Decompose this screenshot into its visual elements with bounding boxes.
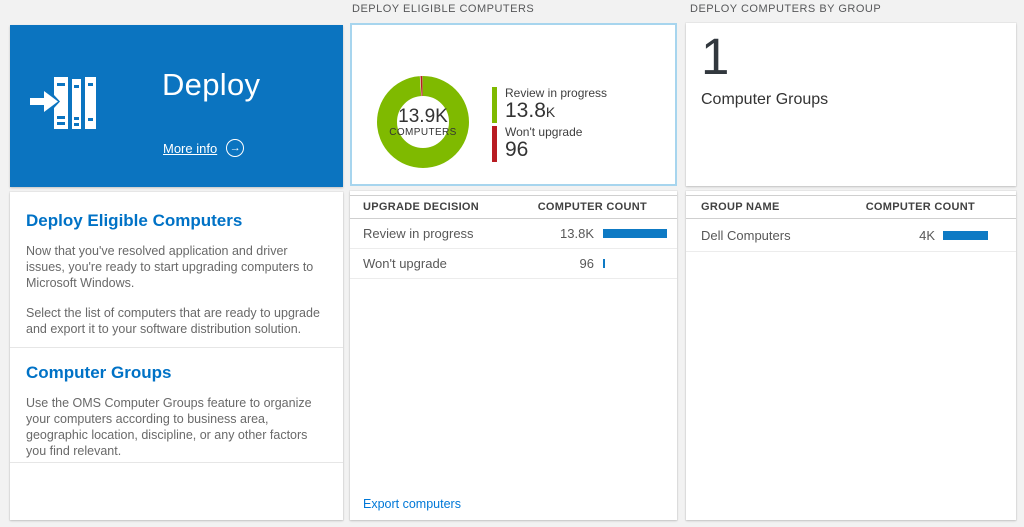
column-group-name: GROUP NAME (701, 201, 780, 213)
table-row-review-in-progress[interactable]: Review in progress 13.8K (350, 219, 677, 249)
legend-label: Won't upgrade (505, 125, 583, 139)
eligible-column-header: DEPLOY ELIGIBLE COMPUTERS (352, 3, 535, 15)
eligible-computers-card[interactable]: 13.9K COMPUTERS Review in progress 13.8K… (350, 23, 677, 186)
legend-swatch-green-icon (492, 87, 497, 123)
upgrade-decision-table-header: UPGRADE DECISION COMPUTER COUNT (350, 195, 677, 219)
computer-groups-card[interactable]: 1 Computer Groups (686, 23, 1016, 186)
groups-count-value: 1 (701, 28, 730, 85)
deploy-books-arrow-icon (28, 74, 102, 137)
row-label: Won't upgrade (363, 256, 447, 271)
eligible-paragraph-2: Select the list of computers that are re… (26, 306, 320, 336)
column-computer-count: COMPUTER COUNT (537, 201, 647, 213)
column-computer-count: COMPUTER COUNT (865, 201, 975, 213)
more-info-link[interactable]: More info (163, 140, 218, 156)
computer-groups-heading: Computer Groups (26, 363, 172, 382)
table-row-dell-computers[interactable]: Dell Computers 4K (686, 219, 1016, 252)
deploy-description-panel: Deploy Eligible Computers Now that you'v… (10, 192, 343, 520)
deploy-tile-title: Deploy (162, 67, 261, 102)
row-bar-slot (603, 259, 667, 268)
row-count: 96 (579, 256, 594, 271)
groups-table-panel: GROUP NAME COMPUTER COUNT Dell Computers… (686, 191, 1016, 520)
row-count: 13.8K (560, 226, 594, 241)
count-bar (943, 230, 988, 240)
eligible-donut-chart (377, 75, 469, 168)
legend-value: 13.8 (505, 99, 546, 122)
legend-item-review: Review in progress 13.8K (492, 87, 607, 123)
export-computers-link[interactable]: Export computers (363, 497, 461, 511)
legend-value-suffix: K (545, 104, 556, 120)
more-info-arrow-icon[interactable]: → (226, 139, 245, 157)
row-label: Dell Computers (701, 227, 791, 243)
legend-label: Review in progress (505, 86, 608, 100)
groups-count-label: Computer Groups (701, 91, 829, 108)
count-bar (603, 259, 605, 268)
table-row-wont-upgrade[interactable]: Won't upgrade 96 (350, 249, 677, 279)
eligible-paragraph-1: Now that you've resolved application and… (26, 244, 314, 290)
legend-value: 96 (505, 138, 529, 161)
groups-column-header: DEPLOY COMPUTERS BY GROUP (690, 3, 882, 15)
legend-swatch-red-icon (492, 126, 497, 162)
deploy-tile[interactable]: Deploy More info → (10, 25, 343, 187)
upgrade-decision-panel: UPGRADE DECISION COMPUTER COUNT Review i… (350, 191, 677, 520)
legend-item-wont-upgrade: Won't upgrade 96 (492, 126, 607, 162)
eligible-computers-section: Deploy Eligible Computers Now that you'v… (10, 192, 343, 348)
row-bar-slot (943, 230, 989, 240)
count-bar (603, 229, 667, 238)
row-label: Review in progress (363, 226, 474, 241)
column-upgrade-decision: UPGRADE DECISION (363, 201, 480, 213)
eligible-computers-heading: Deploy Eligible Computers (26, 211, 243, 230)
computer-groups-paragraph: Use the OMS Computer Groups feature to o… (26, 396, 312, 458)
donut-legend: Review in progress 13.8K Won't upgrade 9… (492, 87, 607, 162)
row-bar-slot (603, 229, 667, 238)
row-count: 4K (919, 227, 935, 243)
computer-groups-section: Computer Groups Use the OMS Computer Gro… (10, 348, 343, 463)
groups-table-header: GROUP NAME COMPUTER COUNT (686, 195, 1016, 219)
